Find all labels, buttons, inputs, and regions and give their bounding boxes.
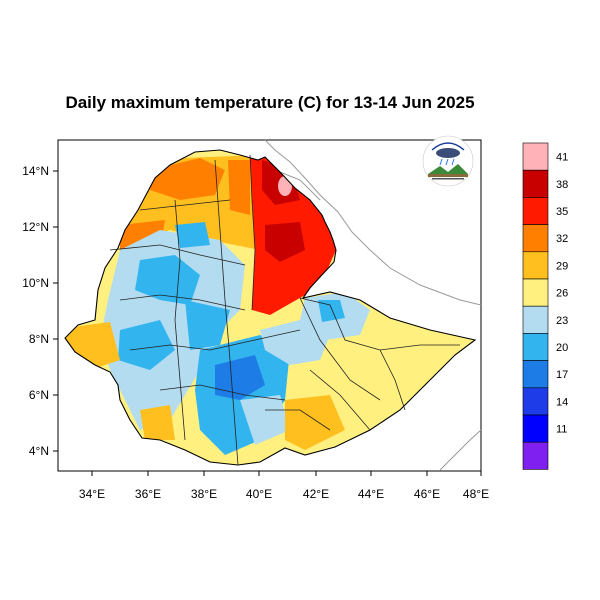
colorbar-swatch	[522, 333, 549, 361]
colorbar-swatch	[522, 441, 549, 470]
colorbar-label: 20	[556, 342, 568, 354]
meteorology-agency-logo-icon	[422, 135, 474, 187]
y-tick-label: 10°N	[22, 276, 49, 290]
colorbar-swatch	[522, 224, 549, 253]
colorbar-label: 41	[556, 152, 568, 164]
y-tick-label: 4°N	[29, 444, 49, 458]
colorbar-swatch	[522, 142, 549, 171]
colorbar: 41 38 35 32 29 26 23 20 17 14 11	[522, 142, 568, 470]
kenya-border	[439, 429, 482, 471]
colorbar-label: 35	[556, 206, 568, 218]
x-tick-label: 42°E	[303, 487, 329, 501]
admin-boundaries	[109, 154, 460, 466]
map-title: Daily maximum temperature (C) for 13-14 …	[65, 93, 475, 112]
y-tick-label: 6°N	[29, 388, 49, 402]
colorbar-swatch	[522, 414, 549, 443]
colorbar-swatch	[522, 305, 549, 334]
colorbar-swatch	[522, 169, 549, 198]
colorbar-label: 26	[556, 288, 568, 300]
colorbar-label: 11	[556, 424, 567, 436]
x-tick-label: 48°E	[463, 487, 489, 501]
y-tick-label: 14°N	[22, 164, 49, 178]
x-tick-label: 46°E	[414, 487, 440, 501]
colorbar-label: 23	[556, 315, 568, 327]
x-tick-label: 40°E	[246, 487, 272, 501]
colorbar-label: 14	[556, 396, 568, 408]
y-tick-label: 8°N	[29, 332, 49, 346]
axis-ticks	[53, 170, 482, 476]
red-sea-coast	[264, 139, 482, 306]
colorbar-swatch	[522, 278, 549, 307]
colorbar-swatch	[522, 197, 549, 225]
colorbar-swatch	[522, 360, 549, 389]
x-tick-label: 34°E	[79, 487, 105, 501]
colorbar-swatch	[522, 251, 549, 280]
colorbar-label: 38	[556, 179, 568, 191]
colorbar-label: 17	[556, 369, 568, 381]
colorbar-label: 29	[556, 260, 568, 272]
y-tick-label: 12°N	[22, 220, 49, 234]
colorbar-label: 32	[556, 233, 568, 245]
x-tick-label: 38°E	[191, 487, 217, 501]
country-outline	[64, 149, 477, 466]
x-tick-label: 36°E	[135, 487, 161, 501]
colorbar-swatch	[522, 387, 549, 416]
x-tick-label: 44°E	[358, 487, 384, 501]
